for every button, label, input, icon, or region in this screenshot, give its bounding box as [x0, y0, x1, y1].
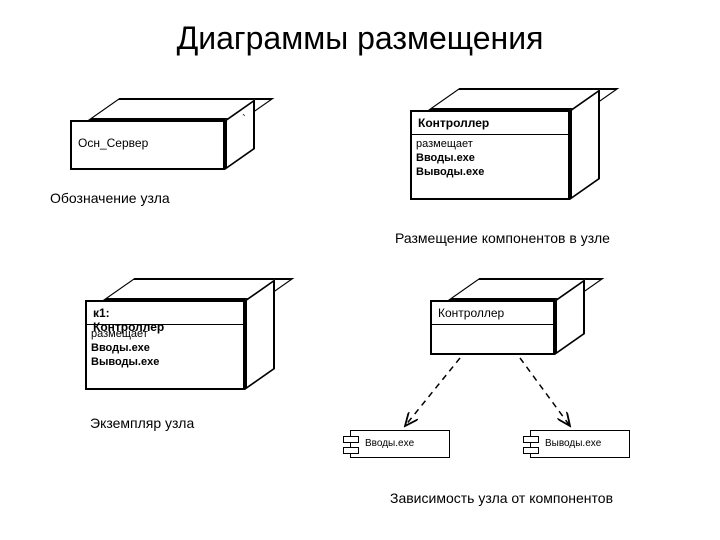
caption-node-notation: Обозначение узла: [50, 190, 170, 206]
node-controller-1-comp2: Выводы.exe: [416, 166, 484, 180]
component-inputs-label: Вводы.exe: [365, 438, 414, 449]
node-controller-1-comp1: Вводы.exe: [416, 152, 484, 166]
node-controller-1-stereotype: размещает: [416, 138, 484, 152]
node-controller-1-label: Контроллер: [416, 116, 491, 130]
node-main-server-label: Осн_Сервер: [76, 136, 150, 150]
page-title: Диаграммы размещения: [0, 20, 720, 57]
component-inputs: Вводы.exe: [350, 430, 450, 458]
component-outputs: Выводы.exe: [530, 430, 630, 458]
node-controller-2-label: Контроллер: [436, 306, 506, 320]
caption-node-instance: Экземпляр узла: [90, 415, 194, 431]
dependency-arrows: [0, 0, 720, 540]
caption-components-in-node: Размещение компонентов в узле: [395, 230, 610, 246]
component-outputs-label: Выводы.exe: [545, 438, 601, 449]
node-instance-comp2: Выводы.exe: [91, 356, 159, 370]
node-instance-stereotype: размещает: [91, 328, 159, 342]
node-instance-comp1: Вводы.exe: [91, 342, 159, 356]
tick-mark: `: [242, 112, 246, 126]
caption-node-dependency: Зависимость узла от компонентов: [390, 490, 613, 506]
